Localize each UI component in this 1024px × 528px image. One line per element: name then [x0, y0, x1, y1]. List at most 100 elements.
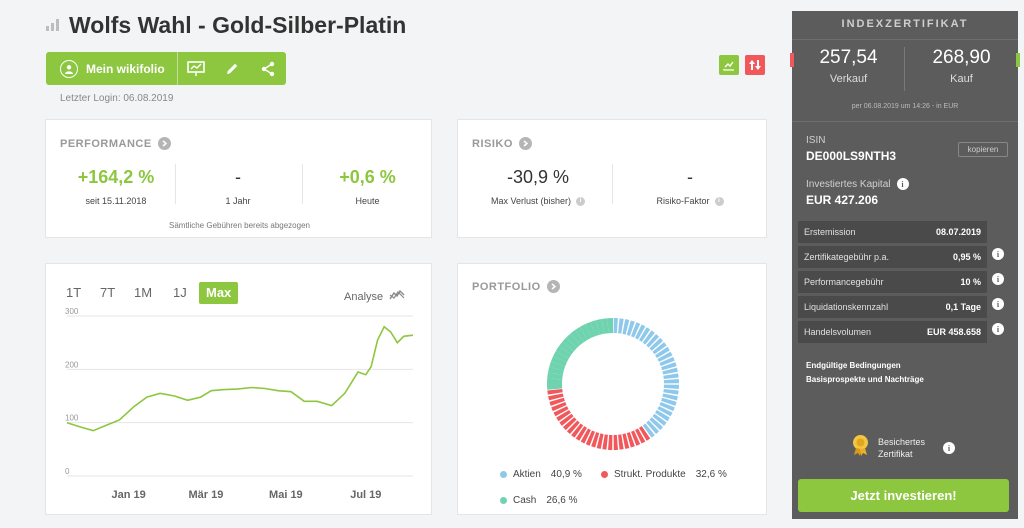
portfolio-heading[interactable]: PORTFOLIO	[472, 280, 560, 293]
kpi-max-loss: -30,9 % Max Verlust (bisher) i	[468, 167, 608, 206]
donut-segment	[590, 320, 600, 337]
share-icon[interactable]	[250, 52, 286, 85]
donut-segment	[601, 318, 609, 334]
legend-dot	[500, 471, 507, 478]
x-tick-label: Jan 19	[111, 489, 145, 501]
secured-line-2: Zertifikat	[878, 449, 913, 459]
row-label: Handelsvolumen	[804, 327, 872, 337]
row-value: 0,95 %	[952, 252, 981, 262]
performance-heading-label: PERFORMANCE	[60, 137, 152, 150]
info-icon[interactable]: i	[714, 196, 724, 206]
donut-segment	[661, 397, 677, 406]
risk-card: RISIKO -30,9 % Max Verlust (bisher) i - …	[457, 119, 767, 238]
chevron-right-icon	[157, 137, 171, 150]
donut-segment	[631, 322, 641, 338]
range-7t-button[interactable]: 7T	[100, 285, 116, 300]
divider	[904, 47, 905, 91]
kpi-risk-factor-label: Risiko-Faktor	[656, 196, 710, 206]
kpi-today-label: Heute	[355, 196, 380, 206]
donut-segment	[580, 428, 591, 444]
donut-segment	[548, 393, 564, 401]
kpi-today-value: +0,6 %	[339, 167, 396, 187]
donut-segment	[549, 361, 566, 371]
kpi-since-value: +164,2 %	[77, 167, 155, 187]
secured-certificate-label: Besichertes Zertifikat	[878, 436, 925, 460]
donut-segment	[649, 337, 664, 351]
kpi-risk-factor-value: -	[687, 167, 693, 187]
donut-segment	[580, 324, 592, 340]
portfolio-donut-chart	[547, 318, 679, 450]
range-max-button[interactable]: Max	[199, 282, 239, 304]
range-1t-button[interactable]: 1T	[66, 285, 82, 300]
donut-segment	[631, 430, 641, 446]
info-icon[interactable]: i	[576, 196, 586, 206]
prospect-link[interactable]: Basisprospekte und Nachträge	[806, 375, 924, 384]
donut-segment	[558, 341, 574, 355]
legend-strukt-value: 32,6 %	[695, 469, 727, 480]
legend-strukt: Strukt. Produkte 32,6 %	[601, 469, 727, 480]
info-icon[interactable]: i	[992, 248, 1004, 260]
edit-pencil-icon[interactable]	[214, 52, 250, 85]
analyse-button[interactable]: Analyse	[344, 288, 405, 306]
chart-trend-icon[interactable]	[719, 55, 739, 75]
donut-segment	[602, 434, 608, 450]
donut-segment	[635, 324, 646, 340]
kpi-risk-factor: - Risiko-Faktor i	[616, 167, 764, 206]
info-icon[interactable]: i	[896, 178, 909, 190]
donut-segment	[556, 410, 571, 422]
donut-segment	[553, 351, 569, 363]
info-icon[interactable]: i	[992, 323, 1004, 335]
buy-label: Kauf	[950, 73, 973, 85]
donut-segment	[635, 428, 646, 444]
medal-icon	[852, 434, 869, 456]
donut-segment	[555, 346, 572, 359]
my-wikifolio-button[interactable]: Mein wikifolio	[46, 52, 178, 85]
donut-segment	[662, 367, 678, 375]
row-zertifikategebuehr: Zertifikategebühr p.a. 0,95 %	[798, 246, 987, 268]
donut-segment	[547, 389, 563, 395]
presentation-icon[interactable]	[178, 52, 214, 85]
donut-segment	[652, 413, 667, 426]
range-1m-button[interactable]: 1M	[134, 285, 153, 300]
copy-isin-button[interactable]: kopieren	[958, 142, 1008, 157]
terms-link[interactable]: Endgültige Bedingungen	[806, 361, 901, 370]
range-1j-button[interactable]: 1J	[173, 285, 187, 300]
donut-segment	[607, 318, 613, 334]
capital-label: Investiertes Kapital	[806, 178, 891, 190]
legend-dot	[500, 497, 507, 504]
info-icon[interactable]: i	[992, 273, 1004, 285]
donut-segment	[547, 372, 563, 380]
legend-aktien-name: Aktien	[513, 469, 541, 480]
row-liquidationskennzahl: Liquidationskennzahl 0,1 Tage	[798, 296, 987, 318]
donut-segment	[575, 426, 587, 441]
divider	[612, 164, 613, 204]
info-icon[interactable]: i	[943, 442, 955, 454]
sell-marker	[790, 53, 794, 67]
row-label: Performancegebühr	[804, 277, 884, 287]
y-tick-label: 300	[65, 307, 79, 316]
up-down-arrows-icon[interactable]	[745, 55, 765, 75]
x-tick-label: Jul 19	[350, 489, 381, 501]
donut-segment	[622, 433, 630, 449]
donut-segment	[642, 330, 655, 345]
risk-heading-label: RISIKO	[472, 137, 513, 150]
invest-now-button[interactable]: Jetzt investieren!	[798, 479, 1009, 512]
kpi-year-label: 1 Jahr	[225, 196, 251, 206]
donut-segment	[649, 417, 664, 431]
portfolio-card: PORTFOLIO	[457, 263, 767, 515]
donut-segment	[550, 356, 567, 367]
performance-heading[interactable]: PERFORMANCE	[60, 137, 171, 150]
last-login-text: Letzter Login: 06.08.2019	[60, 93, 174, 104]
sell-price: 257,54	[819, 47, 878, 68]
risk-heading[interactable]: RISIKO	[472, 137, 532, 150]
divider	[175, 164, 176, 204]
donut-segment	[547, 378, 563, 384]
chart-grid	[67, 315, 413, 477]
donut-segment	[596, 433, 604, 449]
kpi-max-loss-label: Max Verlust (bisher)	[490, 196, 572, 206]
analyse-chart-icon	[389, 288, 405, 306]
donut-segment	[646, 333, 660, 348]
performance-card: PERFORMANCE +164,2 % seit 15.11.2018 - 1…	[45, 119, 432, 238]
kpi-one-year: - 1 Jahr	[178, 167, 298, 206]
info-icon[interactable]: i	[992, 298, 1004, 310]
